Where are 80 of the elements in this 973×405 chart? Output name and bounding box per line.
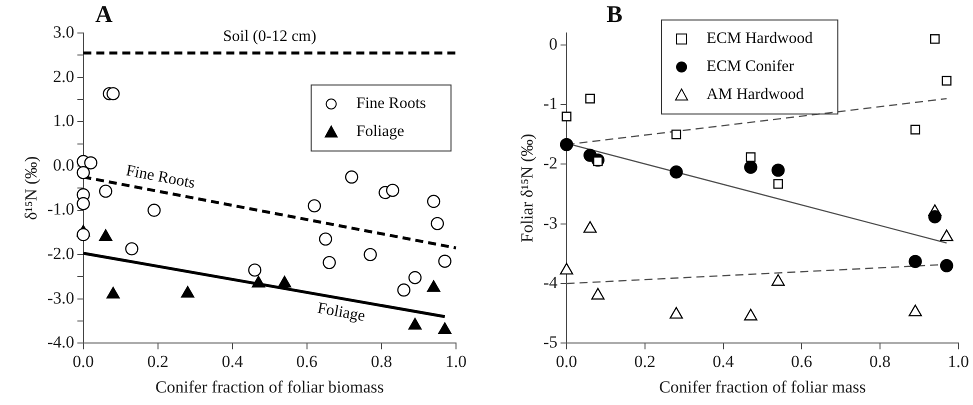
chart-title: A <box>95 2 114 28</box>
y-tick-label: 3.0 <box>53 22 74 42</box>
point <box>930 34 940 44</box>
point <box>252 276 266 288</box>
point <box>438 322 452 334</box>
text: Foliage <box>316 300 366 325</box>
y-tick-label: -4 <box>543 273 558 292</box>
point <box>771 274 785 286</box>
point <box>928 210 942 224</box>
point <box>386 184 400 197</box>
x-tick-label: 0.0 <box>72 352 94 371</box>
point <box>744 308 758 320</box>
y-tick-label: 2.0 <box>53 66 74 86</box>
point <box>408 318 422 330</box>
point <box>345 170 358 184</box>
point <box>106 87 120 100</box>
point <box>181 286 194 298</box>
point <box>560 262 574 275</box>
x-tick-label: 0.6 <box>791 352 812 371</box>
point <box>908 254 922 268</box>
legend-label: AM Hardwood <box>706 86 804 104</box>
point <box>910 124 920 134</box>
point <box>670 165 683 179</box>
point <box>908 304 922 316</box>
point <box>585 94 595 104</box>
point <box>106 286 120 299</box>
point <box>84 156 98 170</box>
point <box>591 288 605 300</box>
y-tick-label: -4.0 <box>47 332 74 352</box>
y-tick-label: 1.0 <box>53 111 74 130</box>
point <box>99 229 112 241</box>
point <box>942 76 952 86</box>
x-tick-label: 1.0 <box>948 352 969 371</box>
x-tick-label: 0.6 <box>296 352 318 371</box>
point <box>397 283 410 297</box>
y-axis-title: Foliar δ¹⁵N (‰) <box>518 134 537 242</box>
x-tick-label: 0.4 <box>222 352 244 371</box>
x-tick-label: 1.0 <box>445 352 467 371</box>
point <box>593 156 603 166</box>
legend-label: Fine Roots <box>356 95 426 112</box>
x-tick-label: 0.2 <box>634 352 656 371</box>
x-tick-label: 0.4 <box>712 352 734 371</box>
y-tick-label: -5 <box>543 332 558 352</box>
y-tick-label: 0 <box>549 34 558 54</box>
point <box>76 228 90 242</box>
y-axis-title: δ¹⁵N (‰) <box>22 156 41 220</box>
x-tick-label: 0.8 <box>869 352 891 371</box>
point <box>746 152 756 162</box>
point <box>940 259 954 272</box>
y-tick-label: -3 <box>543 213 558 232</box>
point <box>583 221 597 233</box>
point <box>744 160 758 174</box>
point <box>670 306 683 319</box>
point <box>278 276 292 288</box>
point <box>772 164 785 177</box>
legend-label: ECM Conifer <box>706 58 795 76</box>
point <box>76 197 90 210</box>
point <box>940 229 954 242</box>
legend-label: Foliage <box>356 123 404 140</box>
x-tick-label: 0.8 <box>370 352 392 371</box>
y-tick-label: -1.0 <box>47 200 74 219</box>
point <box>76 166 90 180</box>
chart-title: B <box>606 2 623 28</box>
point <box>773 179 783 189</box>
x-tick-label: 0.0 <box>556 352 578 371</box>
legend-label: ECM Hardwood <box>706 30 813 48</box>
point <box>560 138 574 152</box>
point <box>426 280 440 292</box>
point <box>671 130 682 140</box>
y-tick-label: -3.0 <box>47 288 74 308</box>
ref-line-label: Soil (0-12 cm) <box>222 28 316 46</box>
y-tick-label: 0.0 <box>53 155 74 174</box>
x-tick-label: 0.2 <box>147 352 168 371</box>
point <box>562 112 572 122</box>
x-axis-title: Conifer fraction of foliar mass <box>659 377 866 396</box>
text: Fine Roots <box>124 162 196 192</box>
y-tick-label: -1 <box>543 94 558 114</box>
x-axis-title: Conifer fraction of foliar biomass <box>155 377 384 396</box>
y-tick-label: -2 <box>543 154 558 173</box>
y-tick-label: -2.0 <box>47 244 74 264</box>
